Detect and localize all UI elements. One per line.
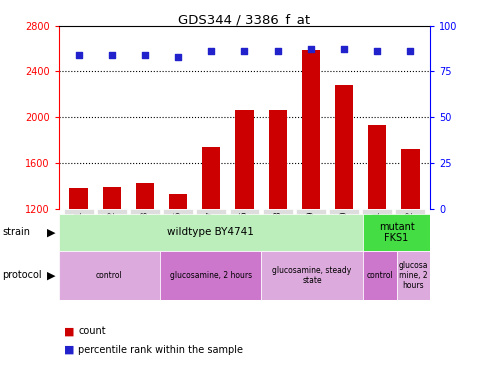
Text: GSM6728: GSM6728 <box>273 210 282 249</box>
Text: glucosamine, steady
state: glucosamine, steady state <box>272 266 351 285</box>
Point <box>75 52 82 58</box>
Text: GDS344 / 3386_f_at: GDS344 / 3386_f_at <box>178 13 310 26</box>
Text: GSM6732: GSM6732 <box>405 210 414 249</box>
FancyBboxPatch shape <box>229 209 259 250</box>
Text: ▶: ▶ <box>47 227 56 238</box>
Text: control: control <box>366 271 392 280</box>
Bar <box>59 214 362 251</box>
FancyBboxPatch shape <box>63 209 93 250</box>
Text: wildtype BY4741: wildtype BY4741 <box>167 227 254 238</box>
FancyBboxPatch shape <box>262 209 292 250</box>
Point <box>340 46 347 52</box>
Point <box>306 46 314 52</box>
Bar <box>136 183 154 209</box>
Point <box>240 48 248 54</box>
Bar <box>261 251 362 300</box>
Text: mutant
FKS1: mutant FKS1 <box>378 221 413 243</box>
FancyBboxPatch shape <box>196 209 226 250</box>
Text: glucosa
mine, 2
hours: glucosa mine, 2 hours <box>398 261 427 290</box>
Bar <box>69 188 87 209</box>
Bar <box>202 147 220 209</box>
FancyBboxPatch shape <box>362 209 391 250</box>
Bar <box>334 85 352 209</box>
Text: strain: strain <box>2 227 30 238</box>
Bar <box>102 187 121 209</box>
FancyBboxPatch shape <box>295 209 325 250</box>
Text: GSM6712: GSM6712 <box>107 210 116 249</box>
Point <box>174 54 182 60</box>
Bar <box>396 251 429 300</box>
FancyBboxPatch shape <box>130 209 160 250</box>
FancyBboxPatch shape <box>395 209 425 250</box>
Bar <box>268 110 286 209</box>
Text: ■: ■ <box>63 326 74 336</box>
Bar <box>362 251 396 300</box>
Text: GSM6731: GSM6731 <box>372 210 381 249</box>
Text: GSM6717: GSM6717 <box>206 210 215 249</box>
Point <box>273 48 281 54</box>
Bar <box>235 110 253 209</box>
Text: percentile rank within the sample: percentile rank within the sample <box>78 344 243 355</box>
Point <box>207 48 215 54</box>
Bar <box>401 149 419 209</box>
Point <box>372 48 380 54</box>
Bar <box>367 125 386 209</box>
Bar <box>301 50 319 209</box>
Bar <box>362 214 429 251</box>
Text: GSM6715: GSM6715 <box>173 210 182 249</box>
Point <box>141 52 148 58</box>
Text: control: control <box>96 271 122 280</box>
Text: ▶: ▶ <box>47 270 56 280</box>
Text: count: count <box>78 326 105 336</box>
Text: GSM6729: GSM6729 <box>306 210 315 249</box>
Text: GSM6730: GSM6730 <box>339 210 348 249</box>
FancyBboxPatch shape <box>328 209 358 250</box>
Bar <box>169 194 187 209</box>
Text: GSM6711: GSM6711 <box>74 210 83 249</box>
Bar <box>160 251 261 300</box>
FancyBboxPatch shape <box>97 209 126 250</box>
Text: glucosamine, 2 hours: glucosamine, 2 hours <box>169 271 251 280</box>
Point <box>406 48 413 54</box>
FancyBboxPatch shape <box>163 209 193 250</box>
Text: GSM6726: GSM6726 <box>240 210 248 249</box>
Text: protocol: protocol <box>2 270 42 280</box>
Text: ■: ■ <box>63 344 74 355</box>
Point <box>108 52 116 58</box>
Bar <box>59 251 160 300</box>
Text: GSM6713: GSM6713 <box>140 210 149 249</box>
